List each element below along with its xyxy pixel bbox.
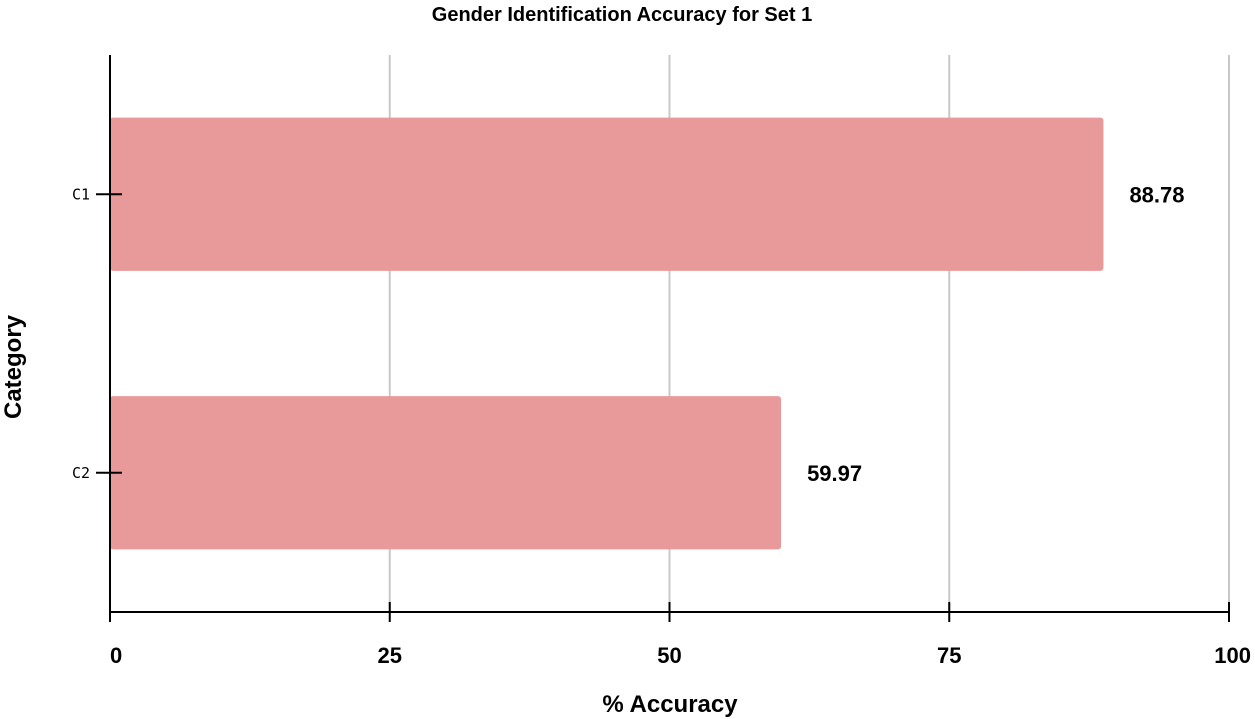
y-tick-label-c2: C2 xyxy=(72,464,90,482)
chart-title: Gender Identification Accuracy for Set 1 xyxy=(432,4,812,26)
x-axis-label: % Accuracy xyxy=(602,691,738,718)
x-tick-label-25: 25 xyxy=(378,643,402,668)
y-tick-label-c1: C1 xyxy=(72,185,90,203)
data-label-c1: 88.78 xyxy=(1129,182,1184,207)
axes xyxy=(96,55,1230,622)
y-axis-label: Category xyxy=(0,314,27,419)
labels: 88.78 C1 59.97 C2 0 25 50 75 100 xyxy=(72,182,1251,668)
x-tick-label-75: 75 xyxy=(937,643,961,668)
x-tick-label-0: 0 xyxy=(110,643,122,668)
data-label-c2: 59.97 xyxy=(807,461,862,486)
bars xyxy=(110,117,1104,550)
x-tick-label-100: 100 xyxy=(1214,643,1251,668)
bar-c2 xyxy=(110,396,782,550)
bar-c1 xyxy=(110,117,1104,271)
x-tick-label-50: 50 xyxy=(657,643,681,668)
